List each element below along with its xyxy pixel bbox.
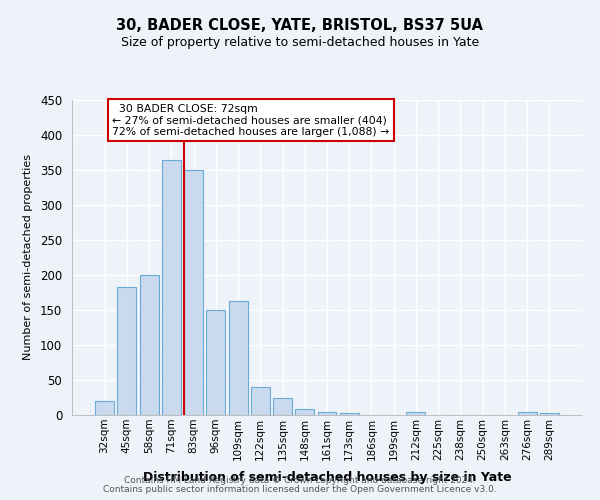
Bar	[273, 398, 292, 415]
Bar	[540, 413, 559, 415]
Text: Contains public sector information licensed under the Open Government Licence v3: Contains public sector information licen…	[103, 485, 497, 494]
X-axis label: Distribution of semi-detached houses by size in Yate: Distribution of semi-detached houses by …	[143, 471, 511, 484]
Bar	[340, 413, 359, 415]
Text: Size of property relative to semi-detached houses in Yate: Size of property relative to semi-detach…	[121, 36, 479, 49]
Bar	[206, 310, 225, 415]
Bar	[162, 160, 181, 415]
Text: 30, BADER CLOSE, YATE, BRISTOL, BS37 5UA: 30, BADER CLOSE, YATE, BRISTOL, BS37 5UA	[116, 18, 484, 32]
Text: Contains HM Land Registry data © Crown copyright and database right 2024.: Contains HM Land Registry data © Crown c…	[124, 476, 476, 485]
Bar	[118, 287, 136, 415]
Bar	[229, 301, 248, 415]
Bar	[140, 275, 158, 415]
Bar	[251, 387, 270, 415]
Bar	[184, 170, 203, 415]
Bar	[518, 412, 536, 415]
Text: 30 BADER CLOSE: 72sqm
← 27% of semi-detached houses are smaller (404)
72% of sem: 30 BADER CLOSE: 72sqm ← 27% of semi-deta…	[112, 104, 389, 136]
Y-axis label: Number of semi-detached properties: Number of semi-detached properties	[23, 154, 33, 360]
Bar	[95, 401, 114, 415]
Bar	[295, 410, 314, 415]
Bar	[317, 412, 337, 415]
Bar	[406, 412, 425, 415]
